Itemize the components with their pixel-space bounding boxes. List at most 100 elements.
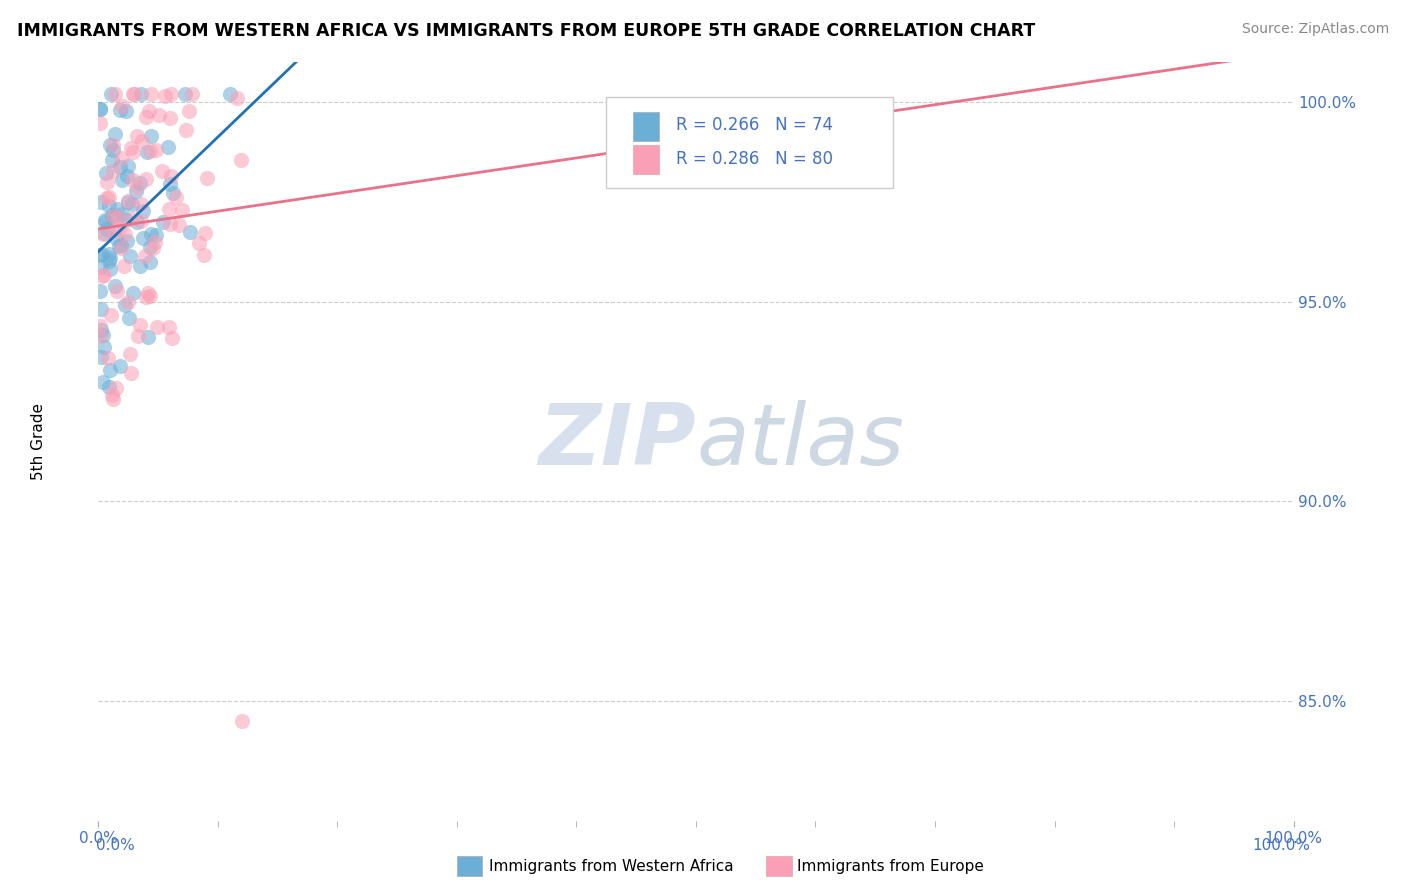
- Text: R = 0.266   N = 74: R = 0.266 N = 74: [676, 116, 832, 135]
- Point: [135, 171, 157, 186]
- Point: [91, 375, 114, 389]
- Point: [194, 227, 217, 241]
- Point: [120, 141, 142, 155]
- Point: [91, 327, 114, 342]
- Point: [91, 247, 114, 261]
- Point: [103, 210, 125, 224]
- Text: atlas: atlas: [696, 400, 904, 483]
- Text: ZIP: ZIP: [538, 400, 696, 483]
- Point: [101, 164, 124, 178]
- Point: [90, 269, 112, 284]
- Point: [100, 138, 122, 153]
- Point: [125, 184, 148, 198]
- Point: [139, 289, 162, 303]
- Point: [146, 319, 169, 334]
- Point: [104, 279, 127, 293]
- Point: [142, 240, 165, 254]
- Point: [100, 87, 122, 102]
- Point: [139, 227, 162, 242]
- Point: [145, 227, 167, 242]
- Point: [93, 268, 115, 283]
- Point: [90, 195, 112, 210]
- Point: [89, 260, 111, 274]
- Point: [110, 152, 132, 166]
- Point: [138, 330, 160, 344]
- Point: [129, 259, 152, 273]
- Point: [157, 202, 180, 216]
- Point: [148, 107, 170, 121]
- Point: [179, 225, 201, 239]
- Point: [231, 153, 253, 168]
- Point: [131, 231, 153, 245]
- Point: [98, 363, 121, 377]
- Point: [129, 318, 152, 332]
- Point: [134, 249, 156, 263]
- Point: [170, 203, 193, 218]
- Point: [143, 235, 166, 249]
- Point: [197, 171, 219, 186]
- Point: [98, 199, 121, 213]
- Point: [129, 87, 152, 102]
- Point: [157, 140, 180, 154]
- Point: [150, 164, 173, 178]
- Point: [101, 144, 124, 158]
- Point: [159, 217, 181, 231]
- Point: [100, 308, 122, 322]
- Point: [89, 248, 111, 262]
- Point: [97, 380, 120, 394]
- Point: [94, 213, 117, 227]
- Point: [136, 145, 159, 160]
- Point: [108, 103, 131, 117]
- Point: [105, 285, 128, 299]
- Point: [104, 127, 127, 141]
- Point: [110, 241, 132, 255]
- Point: [169, 218, 191, 232]
- Point: [93, 340, 115, 354]
- Point: [138, 255, 160, 269]
- Point: [96, 191, 118, 205]
- Point: [98, 261, 121, 276]
- Point: [128, 177, 150, 191]
- Point: [231, 714, 253, 728]
- Point: [101, 392, 124, 407]
- Point: [110, 359, 132, 373]
- FancyBboxPatch shape: [633, 145, 659, 174]
- Point: [117, 194, 139, 209]
- Point: [160, 169, 183, 183]
- Point: [122, 172, 145, 186]
- Point: [120, 366, 142, 380]
- Point: [103, 138, 125, 153]
- Point: [97, 253, 120, 268]
- Point: [89, 329, 111, 343]
- Point: [104, 87, 127, 102]
- Point: [97, 190, 120, 204]
- Point: [125, 215, 148, 229]
- Point: [122, 285, 145, 300]
- Point: [153, 89, 176, 103]
- Point: [157, 320, 180, 334]
- Point: [101, 388, 124, 402]
- Point: [105, 381, 128, 395]
- Point: [118, 347, 141, 361]
- Point: [115, 212, 138, 227]
- Point: [225, 91, 247, 105]
- Point: [89, 116, 111, 130]
- Point: [135, 290, 157, 304]
- Point: [127, 329, 149, 343]
- Point: [121, 145, 143, 160]
- Point: [98, 252, 121, 266]
- Point: [91, 227, 114, 241]
- Point: [111, 173, 134, 187]
- Point: [188, 236, 211, 251]
- FancyBboxPatch shape: [606, 96, 893, 187]
- Point: [139, 128, 162, 143]
- Text: 0.0%: 0.0%: [96, 838, 135, 853]
- Point: [218, 87, 240, 102]
- Text: 100.0%: 100.0%: [1253, 838, 1310, 853]
- Point: [173, 87, 195, 102]
- Point: [145, 143, 167, 157]
- Point: [159, 111, 181, 125]
- Point: [96, 175, 118, 189]
- Point: [90, 323, 112, 337]
- Point: [94, 215, 117, 229]
